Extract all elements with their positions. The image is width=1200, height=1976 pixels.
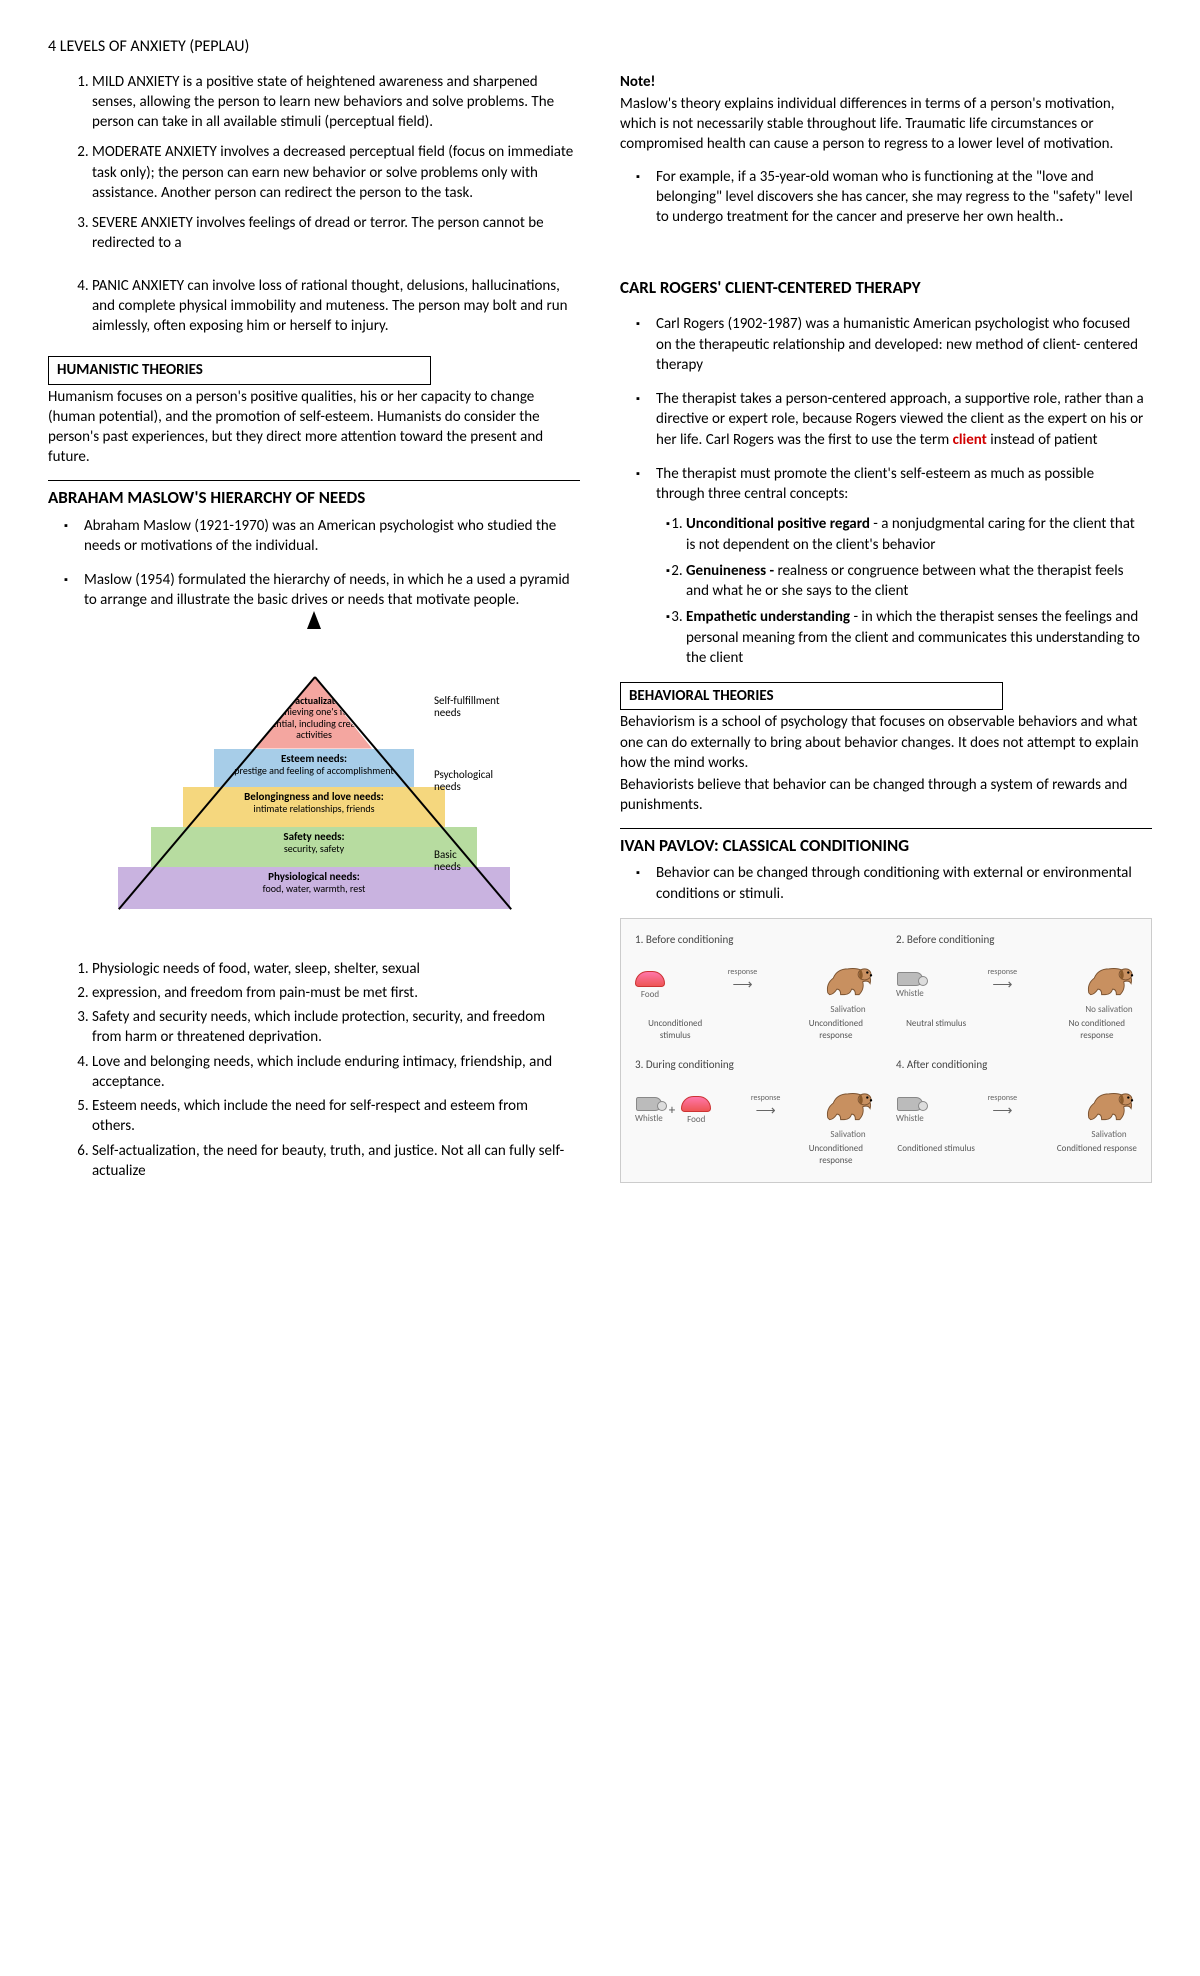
divider <box>620 828 1152 829</box>
maslow-heading: ABRAHAM MASLOW'S HIERARCHY OF NEEDS <box>48 487 580 510</box>
bracket-label: Self-fulfillmentneeds <box>434 695 500 720</box>
pavlov-bullets: Behavior can be changed through conditio… <box>620 863 1152 904</box>
maslow-bullets: Abraham Maslow (1921-1970) was an Americ… <box>48 516 580 611</box>
anxiety-list: MILD ANXIETY is a positive state of heig… <box>48 72 580 337</box>
bracket-label: Basicneeds <box>434 849 461 874</box>
list-item: Unconditional positive regard - a nonjud… <box>686 514 1146 555</box>
arrow-icon <box>307 611 321 629</box>
list-item: MODERATE ANXIETY involves a decreased pe… <box>92 142 580 203</box>
pyramid-tier: Esteem needs:prestige and feeling of acc… <box>214 749 414 787</box>
pavlov-quadrant: 2. Before conditioningWhistleresponse⟶No… <box>896 933 1137 1042</box>
needs-list: Physiologic needs of food, water, sleep,… <box>48 959 580 1182</box>
list-item: Safety and security needs, which include… <box>92 1007 580 1048</box>
list-item: Self-actualization, the need for beauty,… <box>92 1141 580 1182</box>
pyramid-diagram: Self-actualization:achieving one's full … <box>48 629 580 939</box>
list-item: Love and belonging needs, which include … <box>92 1052 580 1093</box>
pavlov-quadrant: 3. During conditioningWhistle+Foodrespon… <box>635 1058 876 1167</box>
pavlov-diagram: 1. Before conditioningFoodresponse⟶Saliv… <box>620 918 1152 1183</box>
behavioral-text2: Behaviorists believe that behavior can b… <box>620 775 1152 816</box>
humanistic-heading: HUMANISTIC THEORIES <box>48 356 431 384</box>
pyramid-tier: Self-actualization:achieving one's full … <box>256 677 372 749</box>
list-item: Maslow (1954) formulated the hierarchy o… <box>84 570 580 611</box>
list-item: Behavior can be changed through conditio… <box>656 863 1152 904</box>
list-item: Abraham Maslow (1921-1970) was an Americ… <box>84 516 580 557</box>
list-item: Empathetic understanding - in which the … <box>686 607 1146 668</box>
list-item: Carl Rogers (1902-1987) was a humanistic… <box>656 314 1152 375</box>
list-item: MILD ANXIETY is a positive state of heig… <box>92 72 580 133</box>
pavlov-heading: IVAN PAVLOV: CLASSICAL CONDITIONING <box>620 835 1152 858</box>
pyramid-tier: Safety needs:security, safety <box>151 827 477 867</box>
list-item: Esteem needs, which include the need for… <box>92 1096 580 1137</box>
behavioral-heading: BEHAVIORAL THEORIES <box>620 682 1003 710</box>
pavlov-quadrant: 1. Before conditioningFoodresponse⟶Saliv… <box>635 933 876 1042</box>
bracket-label: Psychologicalneeds <box>434 769 493 794</box>
rogers-bullets: Carl Rogers (1902-1987) was a humanistic… <box>620 314 1152 668</box>
divider <box>48 480 580 481</box>
note-bullet: For example, if a 35-year-old woman who … <box>620 167 1152 228</box>
page-title: 4 LEVELS OF ANXIETY (PEPLAU) <box>48 36 1152 58</box>
rogers-heading: CARL ROGERS' CLIENT-CENTERED THERAPY <box>620 277 1152 300</box>
list-item: expression, and freedom from pain-must b… <box>92 983 580 1003</box>
pavlov-quadrant: 4. After conditioningWhistleresponse⟶Sal… <box>896 1058 1137 1167</box>
list-item: PANIC ANXIETY can involve loss of ration… <box>92 276 580 337</box>
concepts-list: Unconditional positive regard - a nonjud… <box>656 514 1146 668</box>
list-item: SEVERE ANXIETY involves feelings of drea… <box>92 213 580 254</box>
left-column: MILD ANXIETY is a positive state of heig… <box>48 72 580 1199</box>
list-item: The therapist must promote the client's … <box>656 464 1152 668</box>
list-item: Genuineness - realness or congruence bet… <box>686 561 1146 602</box>
right-column: Note! Maslow's theory explains individua… <box>620 72 1152 1199</box>
list-item: The therapist takes a person-centered ap… <box>656 389 1152 450</box>
note-text: Maslow's theory explains individual diff… <box>620 94 1152 155</box>
pyramid-tier: Belongingness and love needs:intimate re… <box>183 787 445 827</box>
client-term: client <box>953 431 987 449</box>
humanistic-text: Humanism focuses on a person's positive … <box>48 387 580 468</box>
list-item: Physiologic needs of food, water, sleep,… <box>92 959 580 979</box>
behavioral-text1: Behaviorism is a school of psychology th… <box>620 712 1152 773</box>
note-heading: Note! <box>620 72 1152 92</box>
list-item: For example, if a 35-year-old woman who … <box>656 167 1152 228</box>
